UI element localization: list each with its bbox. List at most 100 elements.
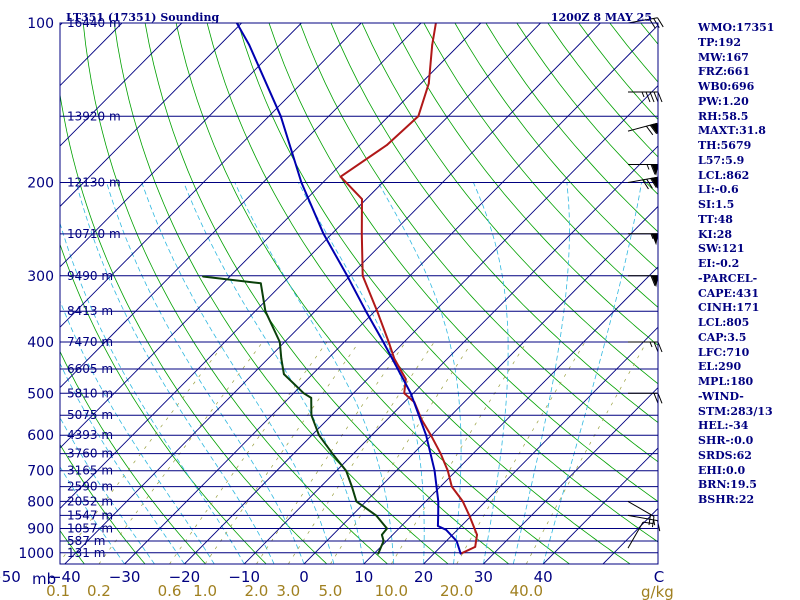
dry-adiabat-line: [330, 23, 658, 423]
dry-adiabat-line: [423, 23, 658, 308]
index-readout: TP:192: [698, 35, 742, 49]
wind-barb: [628, 91, 663, 103]
background-grid: [60, 23, 658, 564]
temperature-data-point: [403, 392, 406, 395]
plot-frame: [59, 22, 659, 565]
moist-adiabat-line: [377, 182, 462, 564]
temperature-data-point: [431, 44, 434, 46]
mixing-ratio-line: [525, 341, 648, 564]
pressure-tick-label: 800: [27, 494, 54, 510]
parcel-data-point: [233, 18, 235, 20]
dewpoint-data-point: [310, 414, 313, 417]
index-readout: LI:-0.6: [698, 183, 739, 197]
index-readout: EHI:0.0: [698, 463, 746, 477]
moist-adiabat-line: [75, 182, 275, 564]
mixing-ratio-line: [390, 341, 527, 564]
temperature-data-point: [446, 469, 449, 472]
index-readout: SHR-:0.0: [698, 434, 754, 447]
dry-adiabat-line: [299, 23, 658, 463]
isotherm-line: [483, 386, 658, 564]
mixing-ratio-tick-label: 0.2: [87, 582, 111, 600]
index-readout: LCL:805: [698, 316, 750, 329]
isotherm-line: [124, 24, 658, 564]
pressure-tick-label: 700: [27, 464, 54, 480]
mixing-ratio-line: [288, 341, 435, 564]
dry-adiabat-line: [60, 443, 146, 564]
temperature-data-point: [360, 232, 363, 235]
temperature-data-point: [376, 310, 379, 313]
index-readout: STM:283/13: [698, 404, 773, 418]
pressure-labels: 100 200 300 400 500 600 700 800 900 1000: [18, 16, 54, 562]
parcel-data-point: [409, 392, 412, 395]
index-readout: CAP:3.5: [698, 330, 747, 344]
dry-adiabat-line: [454, 23, 658, 271]
moist-adiabat-line: [106, 182, 305, 564]
dewpoint-data-point: [280, 357, 283, 360]
index-readout: LCL:862: [698, 168, 750, 182]
index-readout: CAPE:431: [698, 286, 759, 300]
dewpoint-data-point: [264, 310, 267, 313]
index-readout: PW:1.20: [698, 94, 749, 108]
parcel-data-point: [365, 310, 367, 313]
index-readout: SRDS:62: [698, 448, 752, 462]
temperature-tick-label: −20: [169, 568, 201, 586]
isotherm-line: [363, 266, 658, 564]
moist-adiabat-line: [183, 182, 365, 564]
temperature-tick-label: 30: [474, 568, 493, 586]
moist-adiabats: [60, 182, 642, 564]
dewpoint-data-point: [355, 500, 358, 503]
dewpoint-data-point: [259, 282, 262, 285]
pressure-tick-label: 500: [27, 386, 54, 402]
pressure-tick-label: 300: [27, 269, 54, 285]
moist-adiabat-line: [542, 182, 642, 564]
pressure-tick-label: 400: [27, 335, 54, 351]
mixing-ratio-line: [204, 341, 360, 564]
dewpoint-data-point: [310, 397, 313, 399]
temperature-data-point: [474, 546, 477, 548]
height-label: 10710 m: [67, 227, 121, 241]
temperature-tick-label: −40: [49, 568, 81, 586]
mixing-ratio-line: [456, 341, 586, 564]
dry-adiabat-line: [113, 23, 449, 564]
temperature-tick-label: 40: [534, 568, 553, 586]
chart-title: LT351 (17351) Sounding: [66, 11, 219, 24]
temperature-tick-labels: −50 −40 −30 −20 −10 0 10 20 30 40 C: [0, 568, 664, 586]
parcel-data-point: [248, 44, 251, 46]
moist-adiabat-line: [234, 182, 395, 564]
index-readout: HEL:-34: [698, 419, 749, 433]
dewpoint-data-point: [382, 540, 385, 542]
pressure-tick-label: 100: [27, 16, 54, 32]
index-readout: BSHR:22: [698, 493, 755, 506]
parcel-data-point: [459, 552, 462, 555]
dry-adiabat-line: [82, 23, 388, 564]
isotherm-line: [60, 23, 183, 147]
mixing-ratio-tick-label: 40.0: [510, 582, 543, 600]
temperature-data-point: [417, 115, 420, 118]
index-readout: CINH:171: [698, 301, 760, 315]
temperature-tick-label: −30: [109, 568, 141, 586]
pressure-unit-label: mb: [32, 570, 56, 588]
dewpoint-data-point: [318, 434, 320, 437]
moist-adiabat-line: [60, 362, 185, 564]
moist-adiabat-line: [473, 182, 509, 564]
isotherm-line: [184, 84, 658, 564]
temperature-data-point: [385, 144, 388, 147]
isotherm-line: [60, 23, 482, 449]
height-label: 13920 m: [67, 109, 121, 123]
height-label: 1057 m: [67, 522, 113, 536]
isotherm-line: [303, 205, 658, 564]
height-label: 2052 m: [67, 494, 113, 508]
parcel-data-point: [437, 514, 440, 517]
temperature-data-point: [450, 485, 453, 488]
isotherm-line: [60, 23, 422, 389]
mixing-ratio-line: [169, 341, 328, 564]
temperature-tick-label: 0: [299, 568, 309, 586]
temperature-tick-label: −50: [0, 568, 21, 586]
isotherm-line: [60, 23, 541, 510]
index-readout: TH:5679: [698, 139, 752, 152]
wind-barb: [628, 275, 659, 288]
dewpoint-data-point: [202, 275, 204, 278]
index-readout: EI:-0.2: [698, 257, 740, 270]
index-readout: MPL:180: [698, 375, 754, 388]
